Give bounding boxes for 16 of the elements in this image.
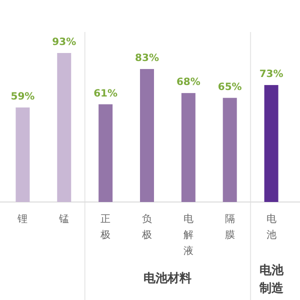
x-tick-label: 隔膜 (224, 214, 235, 241)
data-label: 93% (52, 37, 76, 48)
x-tick-label: 负极 (141, 213, 152, 241)
x-tick-label: 锂 (16, 214, 28, 225)
x-tick-label: 正极 (100, 214, 111, 241)
data-label: 73% (259, 69, 284, 80)
x-tick-label: 电解液 (183, 213, 194, 257)
text: 电池制造 (258, 263, 284, 295)
data-label: 59% (10, 91, 35, 102)
data-label: 83% (135, 53, 159, 64)
text: 电池材料 (144, 271, 192, 285)
data-label: 65% (218, 82, 242, 93)
data-label: 61% (94, 88, 118, 100)
data-label: 68% (176, 77, 200, 88)
x-tick-label: 电池 (266, 213, 276, 241)
x-tick-label: 锰 (58, 214, 70, 225)
